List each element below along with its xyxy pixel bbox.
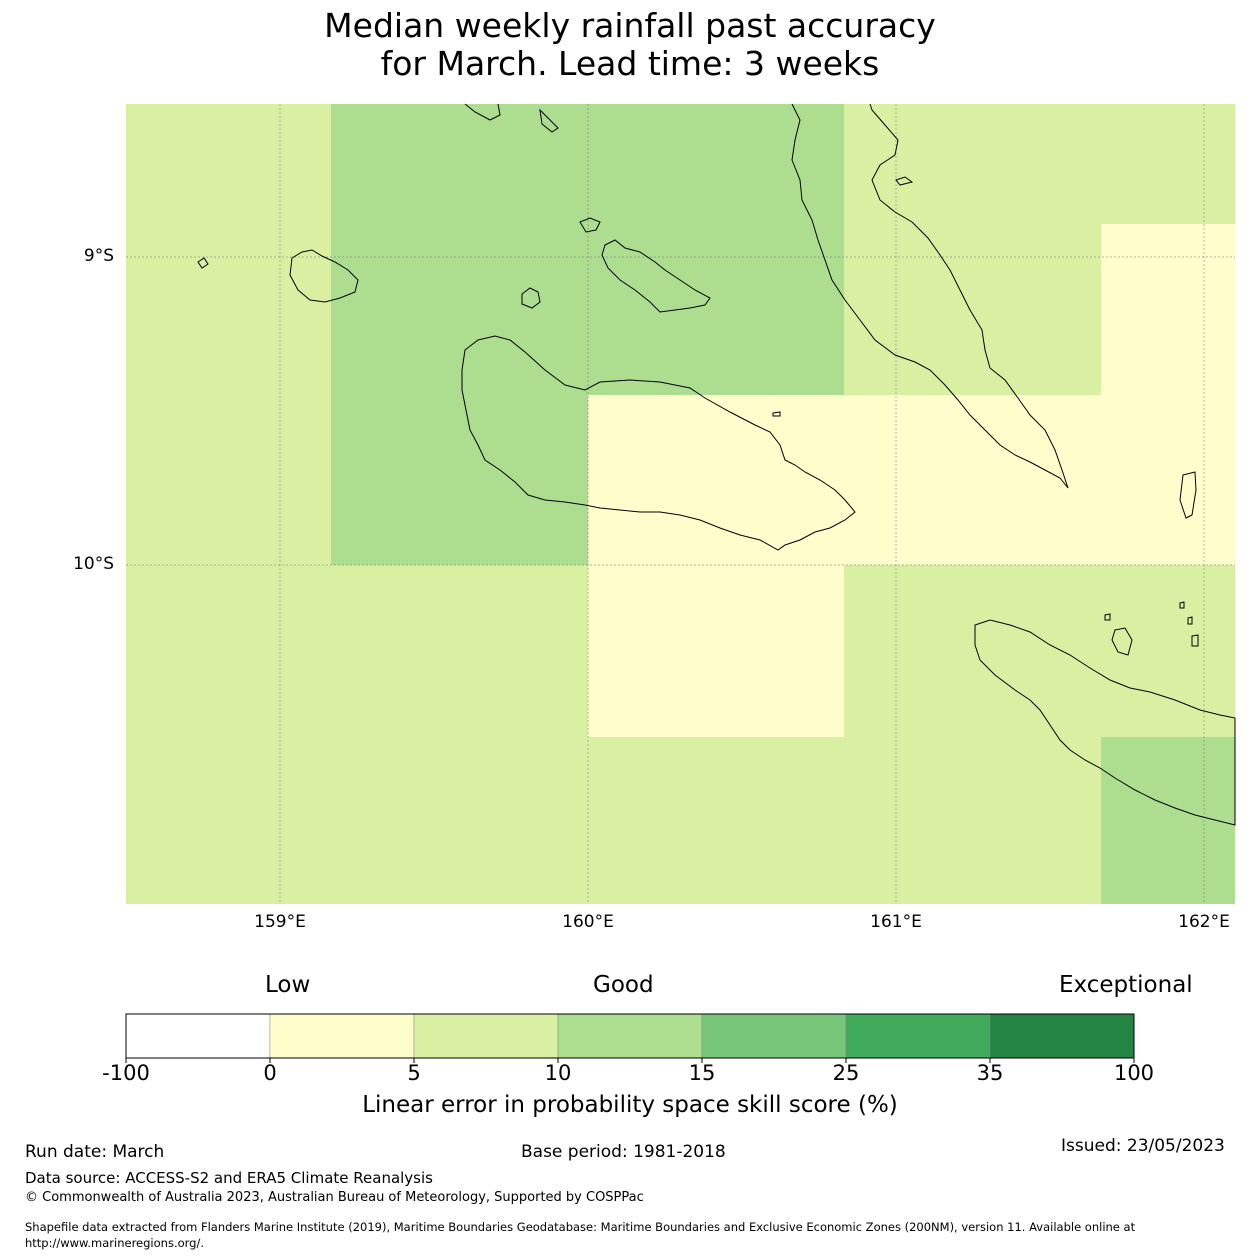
grid-block-south-low [588,565,844,737]
base-period: Base period: 1981-2018 [521,1142,726,1162]
coastlines [197,103,1236,826]
colorbar-swatch-2 [413,1013,559,1059]
islet-small-4 [1179,601,1185,609]
lon-label-159e: 159°E [254,912,306,932]
colorbar-category-good: Good [593,972,654,998]
colorbar-swatch-6 [989,1013,1135,1059]
colorbar-tick-label: 35 [976,1061,1004,1085]
run-date: Run date: March [25,1142,165,1162]
shapefile-credit-line-2: http://www.marineregions.org/. [25,1236,204,1250]
data-source: Data source: ACCESS-S2 and ERA5 Climate … [25,1169,433,1187]
grid-block-east-low [1101,224,1235,565]
russell-islands [289,249,359,303]
islet-east-1 [1179,471,1197,519]
islet-small-2 [895,176,914,186]
colorbar-frame [125,1013,1135,1059]
nggela-islands [601,239,711,313]
shapefile-credit-line-1: Shapefile data extracted from Flanders M… [25,1220,1136,1234]
colorbar-tick-label: 10 [544,1061,572,1085]
lon-label-161e: 161°E [870,912,922,932]
grid-block-southeast-good [1101,737,1235,904]
skill-grid [126,104,1235,904]
colorbar-tick-label: 5 [407,1061,421,1085]
map-title-line-2: for March. Lead time: 3 weeks [380,44,880,83]
colorbar-swatch-4 [701,1013,847,1059]
colorbar-axis-label: Linear error in probability space skill … [362,1092,898,1118]
colorbar-category-exceptional: Exceptional [1059,972,1193,998]
guadalcanal-coast [461,335,856,551]
map-title-line-1: Median weekly rainfall past accuracy [324,6,936,45]
colorbar-swatch-5 [845,1013,991,1059]
colorbar-swatch-0 [125,1013,271,1059]
colorbar-tick-label: -100 [102,1061,150,1085]
islet-small-6 [1191,634,1199,647]
colorbar-swatch-3 [557,1013,703,1059]
colorbar-tick-label: 100 [1113,1061,1155,1085]
colorbar-category-low: Low [265,972,311,998]
lon-label-160e: 160°E [562,912,614,932]
islet-small-3 [1104,613,1111,621]
colorbar [125,1013,1135,1063]
lon-label-162e: 162°E [1178,912,1230,932]
malaita-coast [791,103,1069,489]
colorbar-tick-label: 0 [263,1061,277,1085]
north-isle-2 [539,108,559,133]
colorbar-tick-label: 15 [688,1061,716,1085]
grid-block-central-low [588,395,1101,565]
makira-coast [974,619,1236,826]
graticule [126,104,1235,904]
savo-island [521,287,541,309]
islet-ugi [1111,627,1133,656]
colorbar-swatch-1 [269,1013,415,1059]
florida-north-isles [464,103,501,121]
islet-small-5 [1187,616,1193,625]
islet-tulagi [579,217,601,233]
issued-date: Issued: 23/05/2023 [1061,1136,1225,1156]
copyright: © Commonwealth of Australia 2023, Austra… [25,1190,644,1205]
islet-west [197,257,209,269]
colorbar-tick-label: 25 [832,1061,860,1085]
lat-label-9s: 9°S [83,246,114,266]
lat-label-10s: 10°S [73,554,114,574]
islet-small-1 [772,411,781,417]
